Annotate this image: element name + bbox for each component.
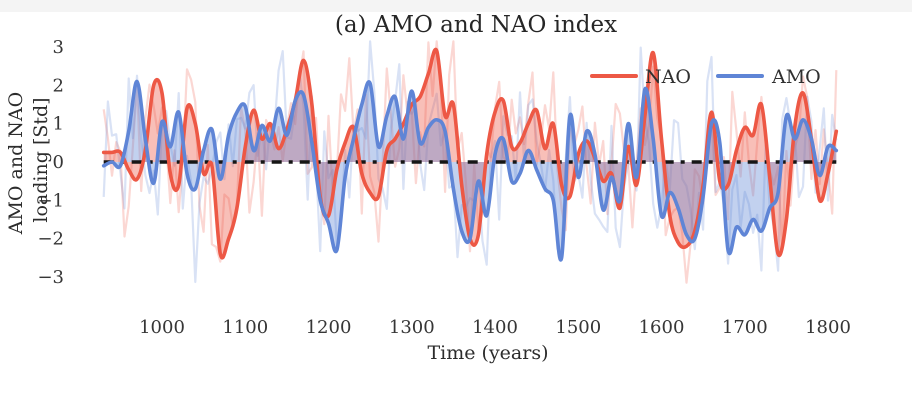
x-tick-label: 1000 bbox=[139, 317, 185, 338]
amo-smoothed-line bbox=[101, 79, 839, 262]
x-tick-label: 1200 bbox=[306, 317, 352, 338]
y-axis-tick-labels: 3 2 1 0 −1 −2 −3 bbox=[37, 37, 64, 288]
page-background-strip bbox=[0, 0, 912, 12]
y-tick-label: 0 bbox=[53, 152, 64, 173]
nao-fill-area bbox=[103, 49, 837, 258]
amo-fill-area bbox=[103, 81, 837, 260]
x-tick-label: 1600 bbox=[639, 317, 685, 338]
x-tick-label: 1300 bbox=[389, 317, 435, 338]
y-tick-label: −2 bbox=[37, 229, 64, 250]
y-axis-label: AMO and NAO loading [Std] bbox=[5, 86, 52, 236]
y-axis-label-line2: loading [Std] bbox=[30, 97, 52, 222]
x-tick-label: 1400 bbox=[472, 317, 518, 338]
y-axis-label-line1: AMO and NAO bbox=[5, 92, 27, 235]
chart-title: (a) AMO and NAO index bbox=[335, 12, 617, 38]
x-tick-label: 1500 bbox=[555, 317, 601, 338]
y-tick-label: −1 bbox=[37, 190, 64, 211]
x-tick-label: 1800 bbox=[805, 317, 851, 338]
y-tick-label: −3 bbox=[37, 267, 64, 288]
y-tick-label: 2 bbox=[53, 75, 64, 96]
x-tick-label: 1700 bbox=[722, 317, 768, 338]
y-tick-label: 1 bbox=[53, 114, 64, 135]
legend-amo-label: AMO bbox=[771, 66, 821, 88]
nao-raw-annual-line bbox=[102, 40, 838, 284]
y-tick-label: 3 bbox=[53, 37, 64, 58]
x-tick-label: 1100 bbox=[222, 317, 268, 338]
legend: NAO AMO bbox=[590, 66, 821, 88]
x-axis-tick-labels: 1000 1100 1200 1300 1400 1500 1600 1700 1800 bbox=[139, 317, 851, 338]
legend-nao-label: NAO bbox=[645, 66, 691, 88]
x-axis-label: Time (years) bbox=[427, 342, 548, 364]
